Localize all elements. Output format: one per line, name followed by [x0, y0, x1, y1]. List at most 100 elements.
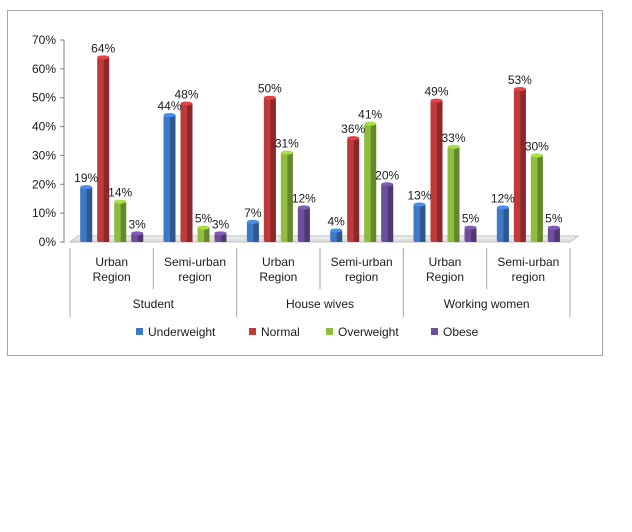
category-label: Region [426, 270, 464, 284]
category-label: Region [93, 270, 131, 284]
data-labels-layer: 19%44%7%4%13% 12%64%48% 50%36%49%53%14%5%3… [74, 41, 563, 231]
data-label: 12% [292, 191, 316, 205]
bar-cap [381, 182, 394, 187]
category-label: Urban [429, 255, 462, 269]
category-label: Urban [262, 255, 295, 269]
y-tick-label: 50% [32, 91, 56, 105]
bar-cap [80, 185, 93, 190]
y-tick-label: 30% [32, 148, 56, 162]
chart: 0% 10% 20% 30% 40% 50% 60% 70% 19% 44% 7% 4% 13% 12%… [32, 33, 580, 339]
data-label: 49% [424, 85, 448, 99]
bar-shade [537, 155, 543, 242]
data-label: 4% [327, 214, 345, 228]
bar-shade [221, 233, 227, 242]
bar-shade [120, 201, 127, 242]
data-label: 50% [258, 82, 282, 96]
data-label: 31% [275, 137, 299, 151]
bar-shade [454, 146, 460, 242]
bar-cap [131, 231, 144, 236]
bar-cap [547, 225, 560, 230]
category-label: region [178, 270, 211, 284]
bar-shade [503, 207, 509, 242]
bar-cap [214, 231, 227, 236]
bar-cap [297, 205, 310, 210]
y-tick-label: 20% [32, 177, 56, 191]
bar-shade [86, 187, 93, 242]
bar-shade [437, 100, 443, 242]
bar-shade [287, 152, 293, 242]
bar-shade [170, 115, 176, 242]
category-axis: UrbanRegionSemi-urbanregionUrbanRegionSe… [69, 248, 571, 317]
category-label: Semi-urban [497, 255, 559, 269]
data-label: 5% [195, 212, 213, 226]
bar-cap [364, 121, 377, 126]
data-label: 13% [407, 188, 431, 202]
y-tick-label: 60% [32, 62, 56, 76]
group-label: Working women [444, 297, 530, 311]
bar-cap [263, 95, 276, 100]
y-tick-label: 0% [39, 235, 57, 249]
bars-layer [80, 55, 560, 242]
data-label: 3% [128, 217, 146, 231]
legend-swatch-overweight [326, 328, 333, 335]
category-label: region [512, 270, 545, 284]
bar-cap [447, 144, 460, 149]
bar-shade [471, 227, 477, 242]
data-label: 19% [74, 171, 98, 185]
bar-shade [554, 227, 560, 242]
data-label: 20% [375, 168, 399, 182]
bar-cap [496, 205, 509, 210]
y-tick-label: 70% [32, 33, 56, 47]
bar-shade [353, 138, 360, 242]
data-label: 53% [508, 73, 532, 87]
data-label: 30% [525, 139, 549, 153]
bar-cap [246, 219, 259, 224]
bar-shade [304, 207, 310, 242]
bar-shade [387, 184, 394, 242]
bar-shade [204, 227, 210, 242]
data-label: 44% [157, 99, 181, 113]
data-label: 14% [108, 186, 132, 200]
bar-shade [103, 57, 110, 242]
data-label: 36% [341, 122, 365, 136]
data-label: 48% [174, 87, 198, 101]
bar-cap [97, 55, 110, 60]
group-label: Student [133, 297, 175, 311]
legend-swatch-normal [249, 328, 256, 335]
bar-shade [420, 204, 426, 242]
bar-shade [520, 89, 526, 242]
bar-cap [430, 98, 443, 103]
bar-cap [530, 153, 543, 158]
y-tick-label: 10% [32, 206, 56, 220]
category-label: Urban [95, 255, 128, 269]
chart-frame: 0% 10% 20% 30% 40% 50% 60% 70% 19% 44% 7% 4% 13% 12%… [7, 10, 603, 356]
bar-cap [464, 225, 477, 230]
category-label: region [345, 270, 378, 284]
y-tick-label: 40% [32, 120, 56, 134]
category-label: Region [259, 270, 297, 284]
legend-swatch-obese [431, 328, 438, 335]
data-label: 12% [491, 191, 515, 205]
data-label: 41% [358, 108, 382, 122]
bar-cap [413, 202, 426, 207]
bar-cap [197, 225, 210, 230]
bar-shade [336, 230, 343, 242]
bar-cap [163, 113, 176, 118]
legend-label-overweight: Overweight [338, 325, 399, 339]
data-label: 5% [462, 212, 480, 226]
category-label: Semi-urban [331, 255, 393, 269]
legend: Underweight Normal Overweight Obese [136, 325, 479, 339]
legend-label-normal: Normal [261, 325, 300, 339]
data-label: 5% [545, 212, 563, 226]
data-label: 3% [212, 217, 230, 231]
legend-label-obese: Obese [443, 325, 479, 339]
bar-cap [347, 136, 360, 141]
legend-label-underweight: Underweight [148, 325, 216, 339]
group-label: House wives [286, 297, 354, 311]
bar-shade [253, 221, 259, 242]
bar-shade [270, 97, 276, 242]
data-label: 33% [441, 131, 465, 145]
bar-shade [187, 103, 193, 242]
bar-shade [370, 123, 377, 242]
bar-cap [180, 101, 193, 106]
